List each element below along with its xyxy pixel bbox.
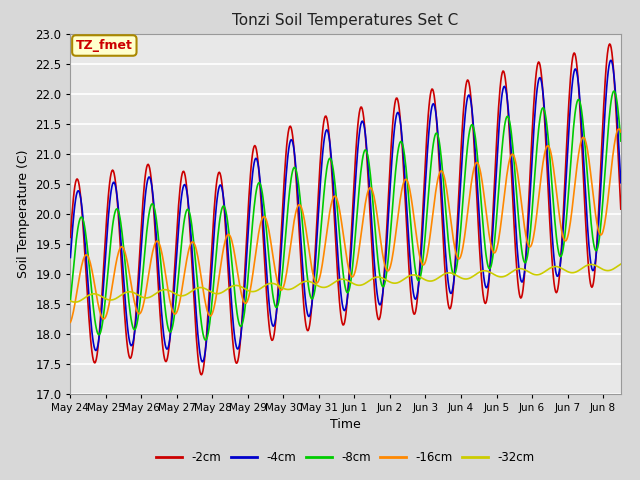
Legend: -2cm, -4cm, -8cm, -16cm, -32cm: -2cm, -4cm, -8cm, -16cm, -32cm xyxy=(152,446,540,469)
Title: Tonzi Soil Temperatures Set C: Tonzi Soil Temperatures Set C xyxy=(232,13,459,28)
Text: TZ_fmet: TZ_fmet xyxy=(76,39,132,52)
X-axis label: Time: Time xyxy=(330,418,361,431)
Y-axis label: Soil Temperature (C): Soil Temperature (C) xyxy=(17,149,29,278)
